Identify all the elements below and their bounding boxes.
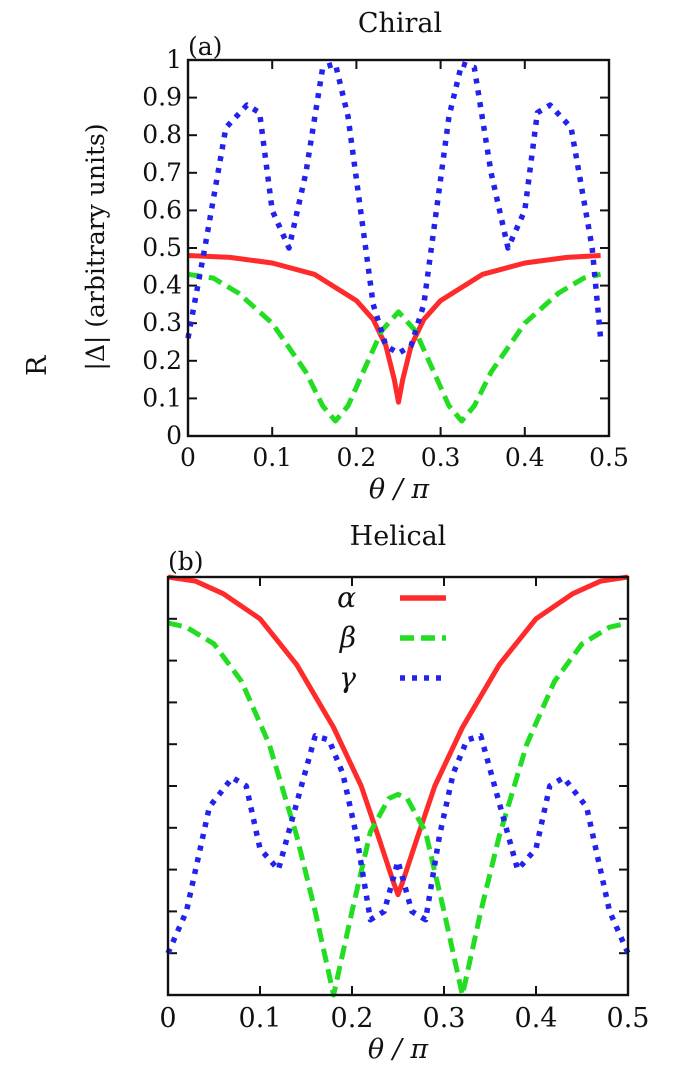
- panel-b-helical: Helical (b) 0 0.1 0.2 0.3 0.4 0.5 αβγ θ / π: [159, 521, 649, 1065]
- panel-b-title: Helical: [350, 521, 447, 552]
- legend-label: α: [337, 581, 356, 614]
- panel-a-title: Chiral: [358, 8, 442, 39]
- x-tick-label: 0.5: [589, 443, 629, 472]
- y-tick-label: 0.1: [142, 383, 182, 412]
- x-tick-label: 0.3: [421, 443, 461, 472]
- y-tick-label: 0.2: [142, 346, 182, 375]
- panel-b-series: [165, 574, 631, 998]
- panel-a-label: (a): [188, 32, 222, 61]
- x-tick-label: 0.4: [515, 1003, 558, 1034]
- panel-a-xlabel: θ / π: [369, 474, 431, 505]
- panel-a-series: [185, 61, 604, 424]
- x-tick-label: 0.3: [423, 1003, 466, 1034]
- y-tick-label: 0.6: [142, 195, 182, 224]
- y-tick-label: 0.5: [142, 233, 182, 262]
- x-tick-label: 0.1: [239, 1003, 282, 1034]
- x-tick-label: 0.4: [505, 443, 545, 472]
- x-tick-label: 0.5: [607, 1003, 650, 1034]
- y-tick-label: 0.9: [142, 83, 182, 112]
- panel-b-legend: αβγ: [337, 581, 446, 694]
- x-tick-label: 0.2: [331, 1003, 374, 1034]
- series-line: [165, 733, 631, 955]
- panel-a-frame: [186, 58, 611, 438]
- y-tick-label: 0.4: [142, 271, 182, 300]
- x-tick-label: 0: [180, 443, 196, 472]
- y-tick-label: 0.8: [142, 120, 182, 149]
- series-line: [187, 271, 602, 424]
- series-line: [187, 253, 601, 405]
- panel-b-xlabel: θ / π: [368, 1034, 430, 1065]
- series-line: [167, 574, 629, 898]
- panel-b-frame: [166, 575, 630, 997]
- legend-label: γ: [339, 661, 356, 694]
- y-tick-label: 1: [166, 45, 182, 74]
- panel-a-ylabel-line2: |Δ| (arbitrary units): [81, 123, 111, 370]
- legend-label: β: [339, 621, 356, 654]
- panel-b-label: (b): [168, 547, 204, 576]
- y-tick-label: 0.3: [142, 308, 182, 337]
- x-tick-label: 0: [159, 1003, 176, 1034]
- x-tick-label: 0.1: [252, 443, 292, 472]
- panel-b-ticks: 0 0.1 0.2 0.3 0.4 0.5: [159, 576, 650, 1034]
- series-line: [167, 620, 629, 998]
- y-tick-label: 0: [166, 421, 182, 450]
- panel-a-ticks: 0 0.1 0.2 0.3 0.4 0.5 0 0.1 0.2 0.3 0.4 0.5 0.6 0.7 0.…: [142, 45, 629, 472]
- panel-a-chiral: Chiral (a) R |Δ| (arbitrary units) 0 0.1 0…: [22, 8, 629, 505]
- y-tick-label: 0.7: [142, 158, 182, 187]
- panel-a-ylabel-line1: R: [22, 355, 53, 376]
- series-line: [185, 61, 604, 357]
- x-tick-label: 0.2: [337, 443, 377, 472]
